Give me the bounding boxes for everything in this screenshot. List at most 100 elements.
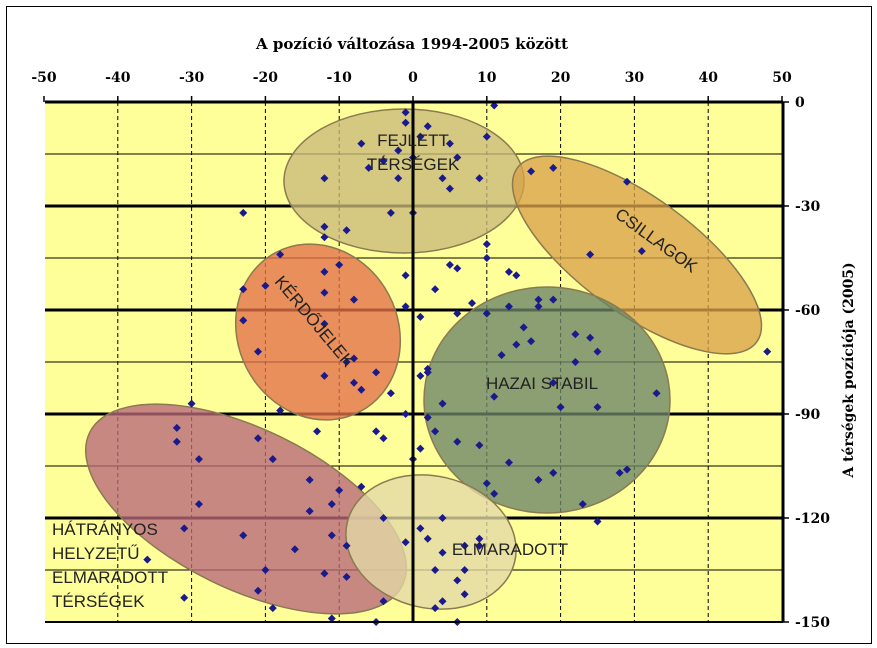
data-point (416, 524, 425, 533)
x-tick-label: 50 (772, 70, 792, 86)
data-point (431, 427, 440, 436)
cluster-label-line: TÉRSÉGEK (367, 155, 460, 174)
data-point (556, 403, 565, 412)
cluster-label: ELMARADOTT (452, 540, 568, 559)
data-point (357, 385, 366, 394)
data-point (571, 358, 580, 366)
x-tick-label: 30 (625, 70, 645, 86)
data-point (445, 184, 454, 193)
y-tick-label: -90 (795, 407, 821, 423)
data-point (349, 295, 358, 304)
data-point (254, 434, 263, 443)
data-point (578, 500, 587, 509)
data-point (637, 247, 646, 256)
data-point (239, 531, 248, 540)
data-point (512, 271, 521, 280)
data-point (379, 434, 388, 443)
data-point (416, 444, 425, 453)
data-point (549, 163, 558, 172)
data-point (320, 288, 329, 297)
cluster-label-line: FEJLETT (377, 131, 449, 150)
data-point (453, 576, 462, 585)
x-tick-label: -30 (179, 70, 205, 86)
data-point (423, 368, 432, 377)
data-point (623, 465, 632, 474)
data-point (593, 347, 602, 356)
data-point (320, 174, 329, 183)
data-point (453, 153, 462, 162)
data-point (549, 468, 558, 477)
data-point (143, 555, 152, 564)
data-point (652, 389, 661, 398)
data-point (763, 347, 772, 356)
data-point (349, 354, 358, 363)
data-point (290, 545, 299, 554)
data-point (268, 455, 277, 464)
data-point (357, 482, 366, 491)
x-tick-label: 0 (408, 70, 418, 86)
y-axis-label: A térségek pozíciója (2005) (841, 262, 857, 478)
axes (45, 100, 785, 623)
data-point (364, 163, 373, 172)
data-point (342, 226, 351, 235)
data-point (431, 566, 440, 574)
x-tick-label: -10 (327, 70, 353, 86)
y-tick-labels: 0 -30 -60 -90 -120 -150 (783, 95, 830, 631)
data-point (320, 371, 329, 380)
data-point (379, 156, 388, 165)
data-point (194, 455, 203, 464)
data-point (401, 302, 410, 311)
data-point (320, 267, 329, 276)
data-points (143, 101, 772, 626)
data-point (623, 177, 632, 186)
x-tick-label: 10 (477, 70, 497, 86)
x-tick-label: 40 (698, 70, 718, 86)
data-point (239, 285, 248, 294)
data-point (372, 427, 381, 436)
data-point (372, 368, 381, 377)
data-point (438, 399, 447, 408)
data-point (534, 475, 543, 484)
data-point (239, 208, 248, 217)
data-point (534, 302, 543, 311)
cluster-label: FEJLETT TÉRSÉGEK (367, 131, 460, 174)
data-point (194, 500, 203, 509)
data-point (180, 593, 189, 602)
data-point (416, 132, 425, 141)
data-point (475, 441, 484, 450)
cluster-ellipse (345, 474, 517, 610)
data-point (386, 389, 395, 398)
data-point (438, 514, 447, 522)
data-point (519, 323, 528, 332)
data-point (379, 514, 388, 522)
data-point (482, 254, 491, 262)
data-point (254, 347, 263, 356)
data-point (401, 410, 410, 418)
data-point (549, 295, 558, 304)
data-point (261, 566, 270, 574)
data-point (261, 281, 270, 290)
data-point (527, 167, 536, 176)
cluster-label-line: HAZAI STABIL (486, 374, 598, 393)
data-point (342, 541, 351, 550)
data-point (401, 108, 410, 117)
data-point (431, 604, 440, 613)
data-point (615, 468, 624, 477)
data-point (335, 486, 344, 495)
data-point (423, 413, 432, 422)
data-point (379, 597, 388, 606)
data-point (586, 250, 595, 259)
data-point (416, 371, 425, 380)
x-tick-label: -40 (105, 70, 131, 86)
data-point (423, 534, 432, 543)
data-point (571, 330, 580, 339)
data-point (490, 489, 499, 498)
data-point (438, 548, 447, 557)
data-point (504, 302, 513, 311)
data-point (401, 271, 410, 280)
data-point (313, 427, 322, 436)
data-point (320, 569, 329, 578)
y-tick-label: -150 (795, 615, 830, 631)
cluster-label-line: HELYZETŰ (52, 544, 140, 563)
data-point (482, 132, 491, 141)
